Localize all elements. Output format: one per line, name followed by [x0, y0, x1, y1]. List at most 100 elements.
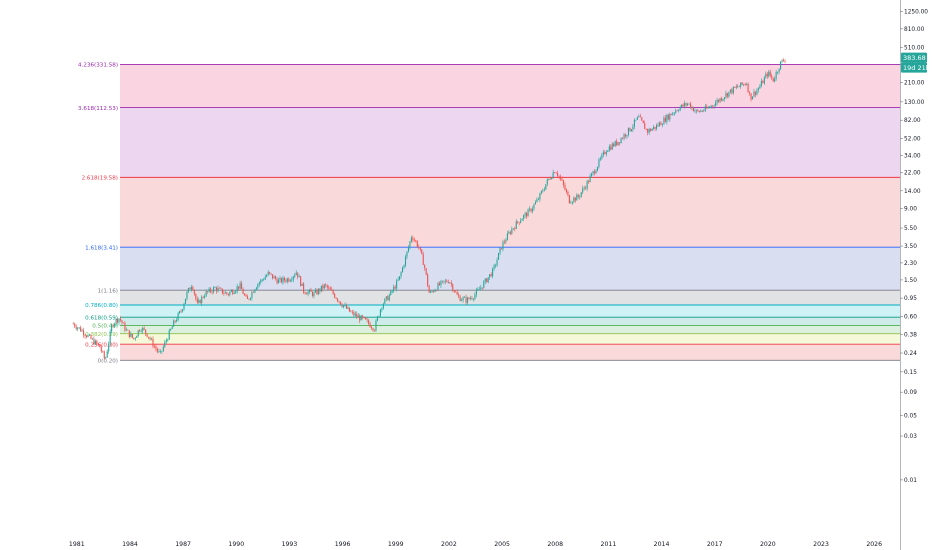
candle-body [226, 292, 228, 295]
candle-body [718, 100, 720, 102]
candle-body [283, 277, 285, 281]
candle-body [176, 319, 178, 322]
price-tick-label: 82.00 [904, 118, 921, 124]
candle-body [427, 274, 429, 286]
candle-body [438, 283, 441, 286]
candle-body [548, 178, 550, 180]
candle-body [376, 316, 378, 321]
candle-body [620, 138, 622, 144]
candle-body [316, 290, 318, 295]
candle-body [700, 110, 702, 112]
candle-body [415, 240, 417, 242]
price-axis[interactable]: 1250.00810.00510.00330.00210.00130.0082.… [900, 10, 928, 484]
candle-body [146, 333, 148, 337]
candle-body [205, 291, 207, 297]
candle-body [218, 288, 220, 289]
candle-body [639, 116, 641, 118]
candle-body [751, 96, 754, 100]
candle-body [196, 299, 198, 303]
candle-body [477, 289, 479, 291]
time-axis[interactable]: 1981 1984 1987 1990 1993 1996 1999 2002 2005 2008… [69, 541, 882, 548]
fib-band [120, 290, 900, 306]
candle-body [777, 71, 779, 73]
candle-body [459, 296, 461, 301]
candle-body [490, 274, 492, 277]
candle-body [570, 202, 572, 204]
candle-body [497, 253, 500, 260]
candle-body [455, 291, 457, 293]
candle-body [741, 82, 743, 85]
candle-body [433, 291, 435, 292]
time-tick-label: 2023 [813, 541, 829, 548]
candle-body [288, 278, 290, 282]
candle-body [760, 81, 762, 87]
candle-body [167, 339, 169, 341]
candle-body [275, 276, 277, 279]
candle-body [465, 297, 467, 303]
candle-body [140, 330, 142, 332]
candle-body [642, 120, 644, 124]
fib-level-label: 0.786(0.80) [85, 303, 118, 309]
candle-body [421, 249, 423, 254]
candle-body [128, 330, 130, 337]
candle-body [592, 171, 594, 174]
candle-body [716, 100, 718, 103]
candle-body [692, 107, 695, 112]
candle-body [518, 222, 520, 223]
candle-body [215, 287, 218, 292]
candle-body [528, 208, 531, 210]
candle-body [323, 284, 325, 289]
candle-body [599, 158, 601, 160]
candle-body [670, 113, 672, 115]
candle-body [322, 285, 324, 289]
candle-body [202, 296, 204, 298]
price-tick-label: 0.09 [904, 390, 917, 396]
candle-body [328, 287, 330, 289]
candle-body [267, 272, 269, 276]
candle-body [416, 241, 418, 247]
candle-body [623, 134, 625, 139]
candle-body [765, 73, 767, 78]
candle-body [542, 190, 544, 192]
candle-body [72, 323, 74, 325]
candle-body [663, 117, 665, 125]
candle-body [635, 119, 637, 121]
candle-body [740, 82, 742, 87]
candle-body [150, 338, 153, 340]
candle-body [500, 248, 503, 250]
candle-body [672, 113, 674, 115]
candle-body [282, 277, 284, 283]
candle-body [251, 292, 253, 298]
candle-body [134, 337, 136, 339]
candle-body [171, 326, 173, 329]
candle-body [746, 83, 748, 85]
candle-body [521, 218, 523, 221]
candle-body [443, 280, 445, 282]
candle-body [397, 279, 399, 281]
candle-body [486, 278, 488, 283]
candle-body [295, 272, 297, 276]
candle-body [214, 287, 216, 289]
time-tick-label: 1990 [228, 541, 244, 548]
candle-body [161, 350, 163, 352]
candle-body [279, 278, 281, 280]
candle-body [669, 113, 671, 120]
candle-body [515, 221, 517, 229]
candle-body [505, 240, 507, 243]
candle-body [263, 279, 265, 281]
candle-body [181, 309, 184, 312]
candle-body [83, 330, 85, 336]
candle-body [533, 204, 535, 209]
fib-level-label: 0.236(0.30) [85, 342, 118, 348]
candle-body [354, 313, 356, 316]
fib-bands [120, 64, 900, 361]
candle-body [307, 291, 309, 295]
candle-body [211, 291, 213, 293]
candle-body [749, 92, 751, 94]
price-tick-label: 210.00 [904, 81, 925, 87]
time-tick-label: 2002 [441, 541, 457, 548]
candle-body [326, 285, 328, 288]
candle-body [523, 215, 525, 219]
candle-body [304, 292, 306, 294]
